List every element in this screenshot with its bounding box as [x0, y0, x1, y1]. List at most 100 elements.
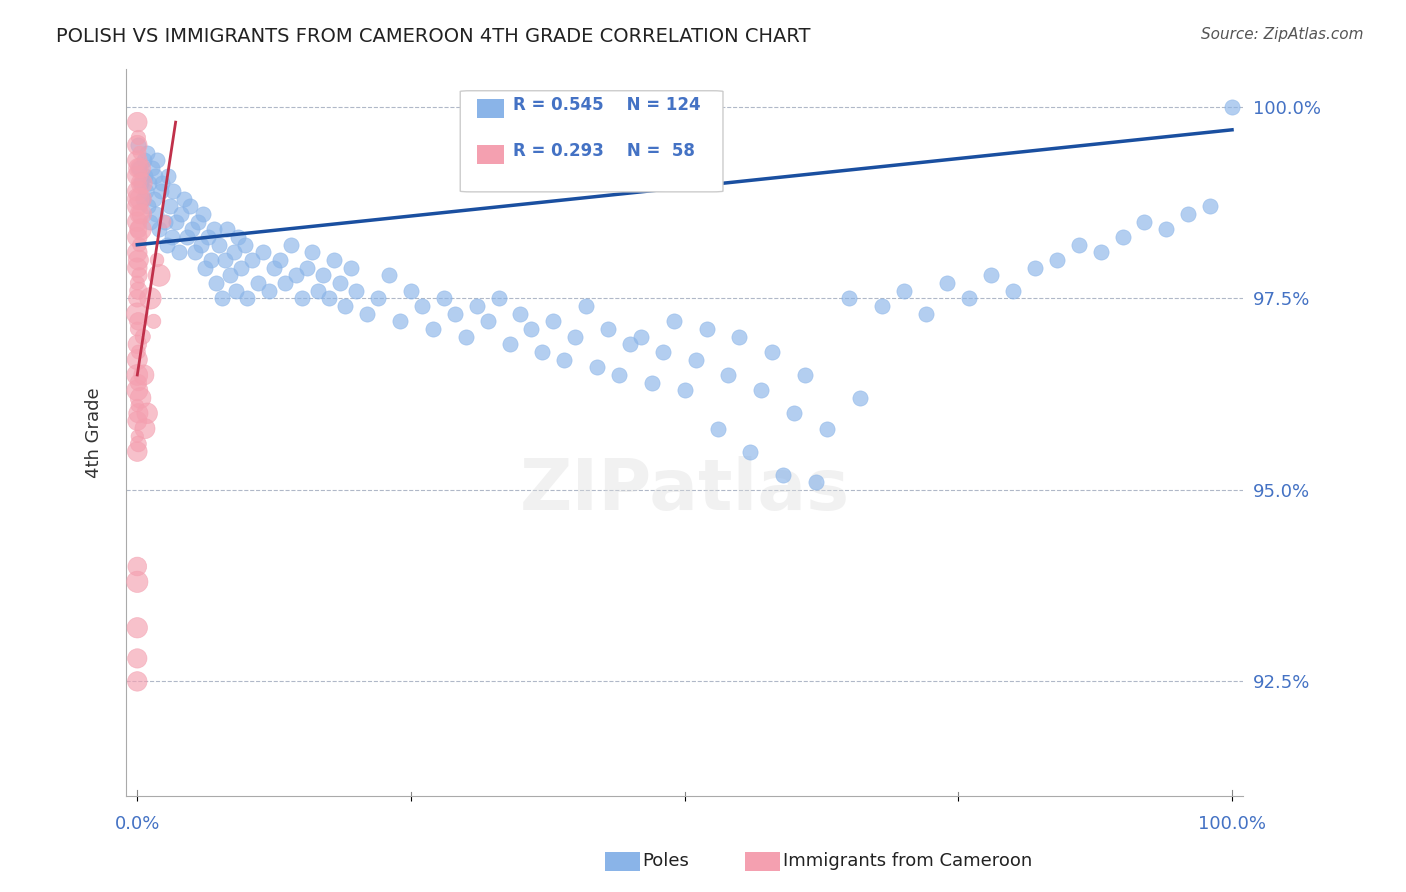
Point — [127, 130, 149, 145]
Point — [280, 237, 302, 252]
Point — [127, 222, 149, 236]
Point — [696, 322, 718, 336]
Text: Source: ZipAtlas.com: Source: ZipAtlas.com — [1201, 27, 1364, 42]
Point — [139, 215, 162, 229]
Point — [233, 237, 256, 252]
Text: 0.0%: 0.0% — [115, 815, 160, 833]
Point — [132, 368, 155, 382]
Point — [240, 253, 263, 268]
Text: R = 0.545    N = 124: R = 0.545 N = 124 — [513, 96, 700, 114]
Text: 4th Grade: 4th Grade — [84, 387, 103, 478]
Point — [132, 153, 155, 168]
Point — [367, 291, 389, 305]
Point — [285, 268, 308, 283]
Point — [295, 260, 318, 275]
Text: Poles: Poles — [643, 852, 689, 870]
Point — [127, 307, 149, 321]
Point — [127, 322, 149, 336]
Point — [1177, 207, 1199, 221]
Point — [176, 230, 198, 244]
Text: 100.0%: 100.0% — [1198, 815, 1265, 833]
Point — [1199, 199, 1222, 213]
Point — [214, 253, 236, 268]
Point — [957, 291, 980, 305]
Point — [685, 352, 707, 367]
Point — [477, 314, 499, 328]
Point — [454, 329, 477, 343]
Point — [205, 276, 228, 290]
Point — [231, 260, 253, 275]
Point — [141, 161, 163, 175]
Point — [335, 299, 357, 313]
Point — [312, 268, 335, 283]
Point — [127, 291, 149, 305]
Point — [1090, 245, 1112, 260]
Point — [257, 284, 280, 298]
Point — [329, 276, 352, 290]
Point — [128, 237, 150, 252]
Point — [849, 391, 872, 405]
Point — [274, 276, 297, 290]
Point — [804, 475, 827, 490]
Point — [263, 260, 285, 275]
Point — [127, 406, 149, 420]
Point — [179, 199, 201, 213]
Point — [127, 674, 149, 689]
Point — [225, 284, 247, 298]
Point — [488, 291, 510, 305]
Point — [344, 284, 367, 298]
Point — [159, 199, 181, 213]
Point — [142, 314, 165, 328]
Point — [607, 368, 630, 382]
Point — [498, 337, 520, 351]
FancyBboxPatch shape — [460, 91, 723, 192]
Point — [127, 230, 149, 244]
Point — [186, 215, 208, 229]
Point — [197, 230, 219, 244]
Point — [127, 368, 149, 382]
Point — [127, 245, 149, 260]
Text: Immigrants from Cameroon: Immigrants from Cameroon — [783, 852, 1032, 870]
Point — [411, 299, 433, 313]
Point — [127, 169, 149, 183]
Point — [128, 177, 150, 191]
Point — [134, 421, 156, 435]
Point — [662, 314, 685, 328]
Point — [219, 268, 242, 283]
Point — [222, 245, 245, 260]
Point — [127, 199, 149, 213]
Point — [269, 253, 291, 268]
Point — [127, 192, 149, 206]
Point — [190, 237, 212, 252]
Bar — [477, 99, 503, 119]
Point — [191, 207, 214, 221]
Point — [162, 184, 184, 198]
Point — [129, 222, 152, 236]
Point — [1046, 253, 1069, 268]
Point — [138, 177, 160, 191]
Point — [509, 307, 531, 321]
Point — [127, 138, 149, 153]
Point — [127, 138, 149, 153]
Point — [356, 307, 378, 321]
Point — [211, 291, 233, 305]
Point — [129, 161, 152, 175]
Point — [129, 192, 152, 206]
Point — [318, 291, 340, 305]
Point — [127, 314, 149, 328]
Point — [128, 268, 150, 283]
Point — [378, 268, 401, 283]
Point — [1067, 237, 1090, 252]
Point — [575, 299, 598, 313]
Point — [215, 222, 238, 236]
Point — [127, 414, 149, 428]
Point — [153, 215, 176, 229]
Point — [252, 245, 274, 260]
Point — [1111, 230, 1133, 244]
Point — [127, 621, 149, 635]
Point — [1220, 100, 1243, 114]
Point — [152, 177, 174, 191]
Point — [236, 291, 259, 305]
Point — [564, 329, 586, 343]
Point — [433, 291, 456, 305]
